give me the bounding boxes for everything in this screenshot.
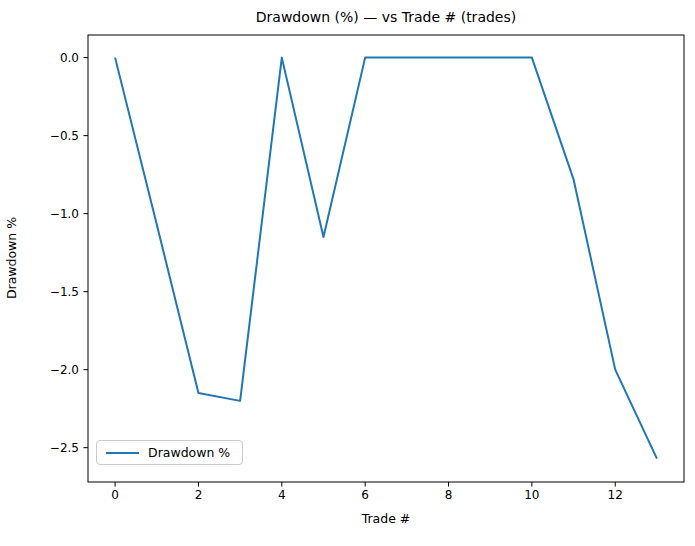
y-tick-label: −1.0 [50, 207, 79, 221]
legend-label: Drawdown % [148, 445, 230, 460]
y-axis-label: Drawdown % [4, 217, 19, 299]
x-tick-label: 10 [524, 488, 539, 502]
x-tick-label: 0 [111, 488, 119, 502]
data-line [115, 58, 657, 459]
y-tick-label: 0.0 [60, 51, 79, 65]
y-tick-label: −1.5 [50, 285, 79, 299]
y-tick-label: −0.5 [50, 129, 79, 143]
y-tick-label: −2.5 [50, 441, 79, 455]
x-tick-label: 4 [278, 488, 286, 502]
legend: Drawdown % [96, 440, 243, 465]
x-tick-label: 12 [608, 488, 623, 502]
axes-frame [88, 35, 684, 482]
x-axis-label: Trade # [88, 511, 684, 526]
x-tick-label: 6 [361, 488, 369, 502]
x-tick-label: 2 [195, 488, 203, 502]
figure: Drawdown (%) — vs Trade # (trades) 02468… [0, 0, 695, 546]
legend-line-swatch [106, 452, 139, 454]
y-tick-label: −2.0 [50, 363, 79, 377]
x-tick-label: 8 [445, 488, 453, 502]
